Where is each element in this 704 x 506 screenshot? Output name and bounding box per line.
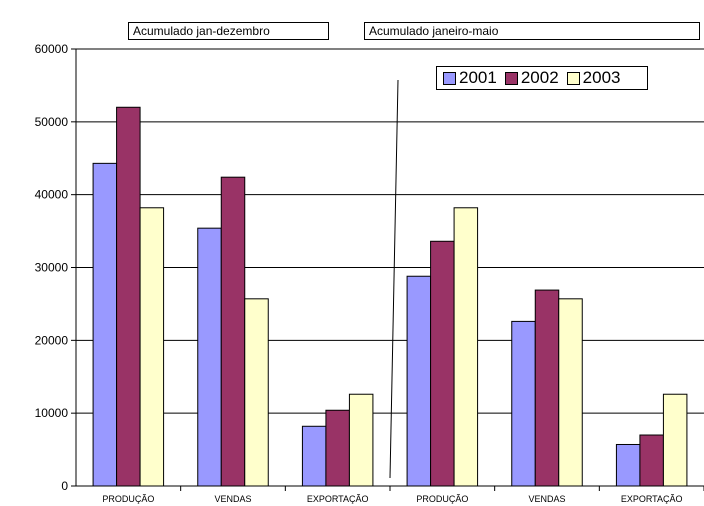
y-tick-label-60000: 60000 <box>35 42 69 56</box>
y-tick-label-40000: 40000 <box>35 188 69 202</box>
bar-2002-1 <box>220 176 246 487</box>
bar-2003-3 <box>453 207 479 487</box>
legend-label-2002: 2002 <box>520 68 559 87</box>
bar-2001-4 <box>511 320 536 487</box>
bar-2001-3 <box>406 275 432 487</box>
group-label-jan-mai: Acumulado janeiro-maio <box>364 22 700 40</box>
legend-item-2003: 2003 <box>566 68 621 88</box>
legend: 2001 2002 2003 <box>436 66 648 90</box>
legend-swatch-2003 <box>566 71 580 85</box>
bar-2002-5 <box>639 434 664 487</box>
x-tick-label-4: VENDAS <box>528 494 565 504</box>
legend-swatch-2002 <box>504 71 518 85</box>
legend-item-2001: 2001 <box>443 68 497 88</box>
bar-2001-5 <box>615 443 641 487</box>
bar-2002-0 <box>116 106 141 487</box>
y-tick-label-20000: 20000 <box>35 333 69 347</box>
legend-label-2003: 2003 <box>582 68 621 87</box>
bar-2003-2 <box>348 393 374 487</box>
bar-2003-0 <box>139 207 165 487</box>
bar-2001-2 <box>301 425 327 487</box>
legend-label-2001: 2001 <box>459 68 497 87</box>
group-divider <box>389 79 399 479</box>
bar-2002-2 <box>325 409 350 487</box>
bar-2003-5 <box>662 393 688 487</box>
legend-swatch-2001 <box>443 71 456 85</box>
group-label-jan-dez: Acumulado jan-dezembro <box>128 22 329 40</box>
y-tick-label-50000: 50000 <box>35 115 69 129</box>
bar-2002-4 <box>534 289 560 487</box>
bar-2003-4 <box>558 298 583 487</box>
x-tick-label-0: PRODUÇÃO <box>102 494 154 504</box>
x-tick-label-3: PRODUÇÃO <box>416 494 468 504</box>
x-tick-label-1: VENDAS <box>214 494 251 504</box>
bar-2002-3 <box>430 240 455 487</box>
x-tick-label-5: EXPORTAÇÃO <box>621 494 683 504</box>
y-tick-label-30000: 30000 <box>35 261 69 275</box>
x-tick-label-2: EXPORTAÇÃO <box>307 494 369 504</box>
legend-item-2002: 2002 <box>504 68 559 88</box>
y-tick-label-0: 0 <box>61 479 68 493</box>
bar-2001-1 <box>197 227 222 487</box>
bar-2001-0 <box>92 162 118 487</box>
y-tick-label-10000: 10000 <box>35 406 69 420</box>
bar-2003-1 <box>244 298 269 487</box>
